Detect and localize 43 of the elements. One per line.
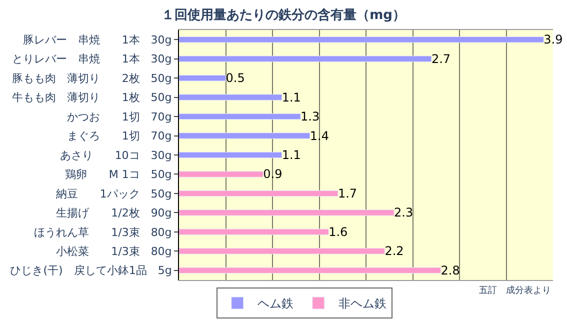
y-tick-label: 鶏卵 M 1コ 50g [64, 168, 172, 182]
data-label: 3.9 [544, 32, 563, 47]
data-label: 1.3 [300, 110, 320, 124]
bar [179, 267, 442, 274]
data-label: 0.9 [263, 167, 282, 182]
data-label: 2.3 [394, 206, 414, 220]
data-label: 2.8 [440, 263, 460, 278]
bar [179, 228, 329, 236]
bar [179, 210, 394, 216]
bar [179, 190, 338, 197]
data-label: 1.1 [282, 148, 301, 162]
y-tick-label: とりレバー 串焼 1本 30g [12, 52, 172, 66]
data-label: 1.7 [338, 186, 358, 200]
y-tick-label: 生揚げ 1/2枚 90g [56, 206, 172, 220]
data-label: 2.7 [431, 52, 451, 66]
y-tick-label: 小松菜 1/3束 80g [56, 245, 172, 258]
y-tick-label: あさり 10コ 30g [60, 148, 172, 162]
data-label: 0.5 [226, 71, 245, 86]
data-label: 1.1 [282, 90, 301, 104]
bar [179, 36, 544, 43]
data-label: 2.2 [384, 244, 404, 258]
y-tick-label: ほうれん草 1/3束 80g [34, 226, 172, 239]
bar [179, 74, 226, 82]
y-tick-label: まぐろ 1切 70g [66, 130, 172, 143]
y-tick-label: かつお 1切 70g [66, 110, 172, 124]
chart-title: １回使用量あたりの鉄分の含有量（mg） [162, 6, 406, 23]
y-tick-label: ひじき(干) 戻して小鉢1品 5g [10, 264, 172, 278]
y-tick-label: 納豆 1パック 50g [56, 187, 172, 200]
data-label: 1.6 [328, 224, 348, 239]
y-tick-label: 豚レバー 串焼 1本 30g [22, 33, 172, 46]
bar [179, 113, 301, 120]
bar [179, 152, 282, 158]
bar [179, 94, 282, 100]
bar [179, 171, 264, 178]
bar [179, 132, 310, 139]
bar [179, 248, 385, 254]
legend-label: 非ヘム鉄 [338, 296, 386, 311]
text: 五訂 成分表より [479, 285, 551, 296]
legend-label: ヘム鉄 [257, 296, 294, 311]
y-tick-label: 豚もも肉 薄切り 2枚 50g [12, 72, 172, 85]
data-label: 1.4 [310, 128, 329, 143]
bar [179, 56, 432, 62]
y-tick-label: 牛もも肉 薄切り 1枚 50g [12, 91, 172, 104]
